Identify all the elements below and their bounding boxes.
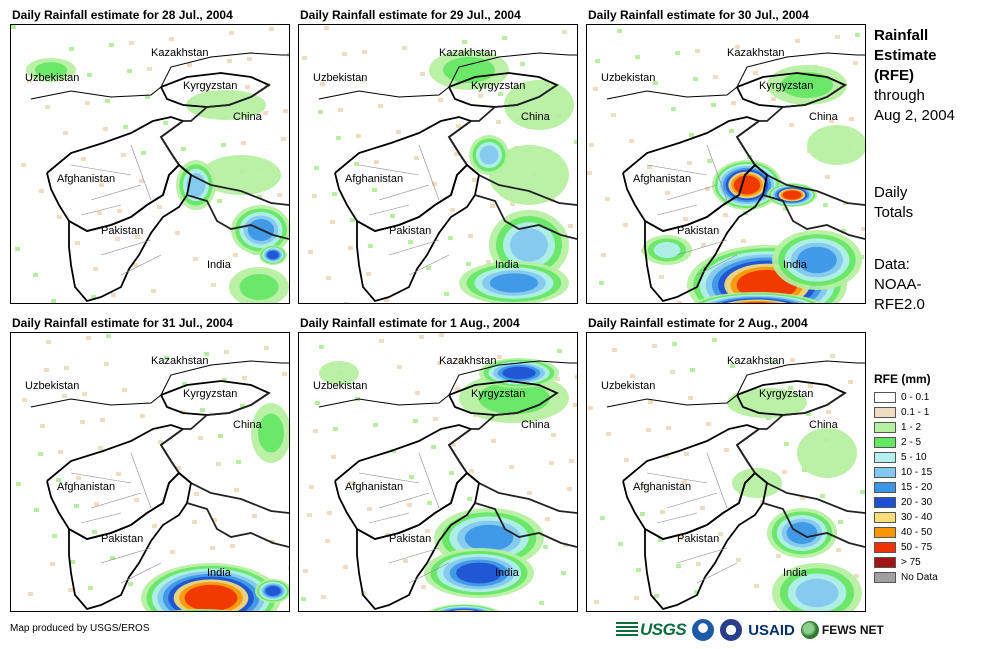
globe-icon bbox=[800, 621, 819, 639]
legend-swatch bbox=[874, 527, 896, 538]
rainfall-map-canvas bbox=[11, 25, 289, 303]
legend-swatch bbox=[874, 482, 896, 493]
fews-net-logo: FEWS NET bbox=[800, 621, 884, 639]
legend-item: 20 - 30 bbox=[874, 495, 938, 510]
legend-item: 0 - 0.1 bbox=[874, 390, 938, 405]
panel-title: Daily Rainfall estimate for 2 Aug., 2004 bbox=[588, 316, 808, 330]
legend-label: 40 - 50 bbox=[901, 527, 933, 538]
fews-net-logo-text: FEWS NET bbox=[821, 623, 884, 637]
rainfall-map-canvas bbox=[588, 338, 865, 611]
rainfall-map: Kazakhstan Uzbekistan Kyrgyzstan China Afgha… bbox=[10, 332, 290, 612]
legend-label: 15 - 20 bbox=[901, 482, 933, 493]
legend-item: 30 - 40 bbox=[874, 510, 938, 525]
rfe-title-block: Rainfall Estimate (RFE) through Aug 2, 2… bbox=[874, 26, 955, 126]
data-source-line2: NOAA- bbox=[874, 276, 922, 293]
rainfall-map: Kazakhstan Uzbekistan Kyrgyzstan China Afgha… bbox=[298, 332, 578, 612]
rainfall-map: Kazakhstan Uzbekistan Kyrgyzstan China Afgha… bbox=[586, 332, 866, 612]
panel-title: Daily Rainfall estimate for 29 Jul., 200… bbox=[300, 8, 521, 22]
rainfall-map-canvas bbox=[587, 29, 865, 303]
legend-item: 15 - 20 bbox=[874, 480, 938, 495]
rainfall-map-canvas bbox=[16, 334, 289, 611]
legend-item: 40 - 50 bbox=[874, 525, 938, 540]
through-label: through bbox=[874, 87, 925, 104]
legend-swatch bbox=[874, 452, 896, 463]
legend-item: No Data bbox=[874, 570, 938, 585]
through-date: Aug 2, 2004 bbox=[874, 107, 955, 124]
rfe-title-line3: (RFE) bbox=[874, 67, 914, 84]
map-panel: Daily Rainfall estimate for 1 Aug., 2004… bbox=[298, 316, 586, 616]
data-source-line3: RFE2.0 bbox=[874, 296, 925, 313]
legend-swatch bbox=[874, 422, 896, 433]
map-credit: Map produced by USGS/EROS bbox=[10, 623, 150, 634]
data-source-block: Data: NOAA- RFE2.0 bbox=[874, 255, 925, 315]
rfe-title-line1: Rainfall bbox=[874, 27, 929, 44]
panel-title: Daily Rainfall estimate for 28 Jul., 200… bbox=[12, 8, 233, 22]
legend-rows: 0 - 0.1 0.1 - 1 1 - 2 2 - 5 5 - 10 10 - 15 15 … bbox=[874, 390, 938, 585]
legend-label: 30 - 40 bbox=[901, 512, 933, 523]
rainfall-map: Kazakhstan Uzbekistan Kyrgyzstan China Afgha… bbox=[10, 24, 290, 304]
legend-title: RFE (mm) bbox=[874, 372, 931, 386]
legend-label: 2 - 5 bbox=[901, 437, 922, 448]
map-panel: Daily Rainfall estimate for 28 Jul., 200… bbox=[10, 8, 298, 308]
usaid-logo: USAID bbox=[748, 621, 795, 639]
daily-totals-block: Daily Totals bbox=[874, 183, 913, 223]
legend-item: > 75 bbox=[874, 555, 938, 570]
daily-totals-line1: Daily bbox=[874, 184, 908, 201]
legend-item: 10 - 15 bbox=[874, 465, 938, 480]
panel-title: Daily Rainfall estimate for 31 Jul., 200… bbox=[12, 316, 233, 330]
rfe-legend: RFE (mm) 0 - 0.1 0.1 - 1 1 - 2 2 - 5 5 - 10 1… bbox=[874, 372, 938, 585]
legend-label: 1 - 2 bbox=[901, 422, 922, 433]
map-panel: Daily Rainfall estimate for 31 Jul., 200… bbox=[10, 316, 298, 616]
data-source-line1: Data: bbox=[874, 256, 910, 273]
legend-label: No Data bbox=[901, 572, 938, 583]
legend-swatch bbox=[874, 407, 896, 418]
legend-label: 10 - 15 bbox=[901, 467, 933, 478]
legend-label: 5 - 10 bbox=[901, 452, 927, 463]
legend-label: 50 - 75 bbox=[901, 542, 933, 553]
legend-swatch bbox=[874, 392, 896, 403]
rainfall-map-canvas bbox=[301, 333, 577, 611]
dos-seal-icon bbox=[720, 619, 743, 641]
legend-swatch bbox=[874, 512, 896, 523]
legend-item: 0.1 - 1 bbox=[874, 405, 938, 420]
legend-swatch bbox=[874, 437, 896, 448]
rainfall-map-canvas bbox=[302, 26, 577, 303]
legend-item: 50 - 75 bbox=[874, 540, 938, 555]
rfe-title-line2: Estimate bbox=[874, 47, 937, 64]
legend-swatch bbox=[874, 557, 896, 568]
legend-label: 20 - 30 bbox=[901, 497, 933, 508]
daily-totals-line2: Totals bbox=[874, 204, 914, 221]
map-panel: Daily Rainfall estimate for 30 Jul., 200… bbox=[586, 8, 874, 308]
legend-label: 0 - 0.1 bbox=[901, 392, 930, 403]
panel-title: Daily Rainfall estimate for 1 Aug., 2004 bbox=[300, 316, 520, 330]
rainfall-map: Kazakhstan Uzbekistan Kyrgyzstan China Afgha… bbox=[586, 24, 866, 304]
legend-swatch bbox=[874, 467, 896, 478]
legend-label: > 75 bbox=[901, 557, 921, 568]
legend-swatch bbox=[874, 542, 896, 553]
legend-swatch bbox=[874, 572, 896, 583]
legend-label: 0.1 - 1 bbox=[901, 407, 930, 418]
noaa-logo-icon bbox=[692, 619, 715, 641]
usgs-logo: USGS bbox=[616, 620, 687, 640]
rainfall-map: Kazakhstan Uzbekistan Kyrgyzstan China Afgha… bbox=[298, 24, 578, 304]
legend-item: 1 - 2 bbox=[874, 420, 938, 435]
legend-swatch bbox=[874, 497, 896, 508]
panel-title: Daily Rainfall estimate for 30 Jul., 200… bbox=[588, 8, 809, 22]
map-panel: Daily Rainfall estimate for 2 Aug., 2004… bbox=[586, 316, 874, 616]
usgs-waves-icon bbox=[616, 622, 638, 638]
usgs-logo-text: USGS bbox=[640, 620, 687, 639]
legend-item: 5 - 10 bbox=[874, 450, 938, 465]
map-panel: Daily Rainfall estimate for 29 Jul., 200… bbox=[298, 8, 586, 308]
partner-logos: USGS USAID FEWS NET bbox=[616, 616, 884, 644]
legend-item: 2 - 5 bbox=[874, 435, 938, 450]
